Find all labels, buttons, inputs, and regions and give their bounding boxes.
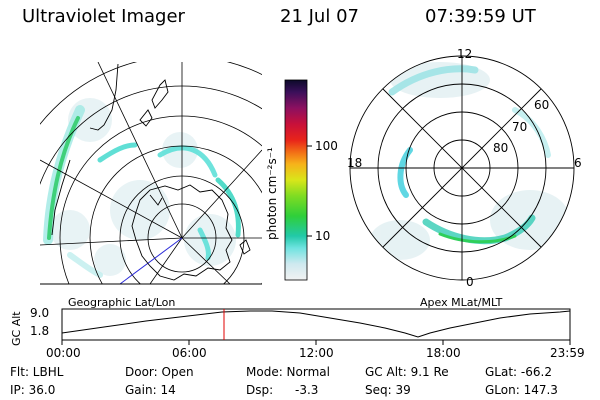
mlt-label-12: 12 bbox=[457, 47, 473, 61]
app-title: Ultraviolet Imager bbox=[22, 6, 185, 27]
info-dsp-value: -3.3 bbox=[295, 383, 319, 397]
info-mode: Mode: Normal bbox=[246, 365, 330, 379]
colorbar-tick-100: 100 bbox=[315, 139, 338, 153]
left-panel-caption: Geographic Lat/Lon bbox=[68, 296, 176, 309]
colorbar-tick-10: 10 bbox=[315, 229, 331, 243]
colorbar bbox=[284, 79, 308, 281]
altitude-ylabel: GC Alt bbox=[10, 311, 23, 346]
time-tick-2359: 23:59 bbox=[550, 346, 585, 360]
colorbar-label: photon cm⁻²s⁻¹ bbox=[265, 147, 279, 240]
date-label: 21 Jul 07 bbox=[280, 6, 359, 27]
mlt-label-0: 0 bbox=[466, 275, 474, 289]
mlat-label-60: 60 bbox=[534, 98, 550, 112]
mlat-label-80: 80 bbox=[493, 141, 509, 155]
altitude-ytick-low: 1.8 bbox=[30, 324, 50, 338]
mlt-label-18: 18 bbox=[347, 156, 363, 170]
altitude-plot bbox=[61, 308, 571, 345]
mlt-label-6: 6 bbox=[574, 156, 582, 170]
info-glat: GLat: -66.2 bbox=[485, 365, 552, 379]
time-tick-0000: 00:00 bbox=[46, 346, 81, 360]
info-glon: GLon: 147.3 bbox=[485, 383, 558, 397]
magnetic-polar-plot bbox=[349, 55, 575, 281]
time-tick-1200: 12:00 bbox=[299, 346, 334, 360]
info-gc-alt: GC Alt: 9.1 Re bbox=[365, 365, 449, 379]
geographic-map bbox=[40, 62, 262, 284]
info-door: Door: Open bbox=[125, 365, 194, 379]
mlat-label-70: 70 bbox=[512, 120, 528, 134]
right-panel-caption: Apex MLat/MLT bbox=[420, 296, 503, 309]
info-filter: Flt: LBHL bbox=[10, 365, 64, 379]
altitude-ytick-high: 9.0 bbox=[30, 306, 50, 320]
time-tick-0600: 06:00 bbox=[172, 346, 207, 360]
info-seq: Seq: 39 bbox=[365, 383, 411, 397]
info-dsp-label: Dsp: bbox=[246, 383, 274, 397]
info-ip: IP: 36.0 bbox=[10, 383, 56, 397]
time-label: 07:39:59 UT bbox=[425, 6, 536, 27]
info-gain: Gain: 14 bbox=[125, 383, 176, 397]
time-tick-1800: 18:00 bbox=[426, 346, 461, 360]
